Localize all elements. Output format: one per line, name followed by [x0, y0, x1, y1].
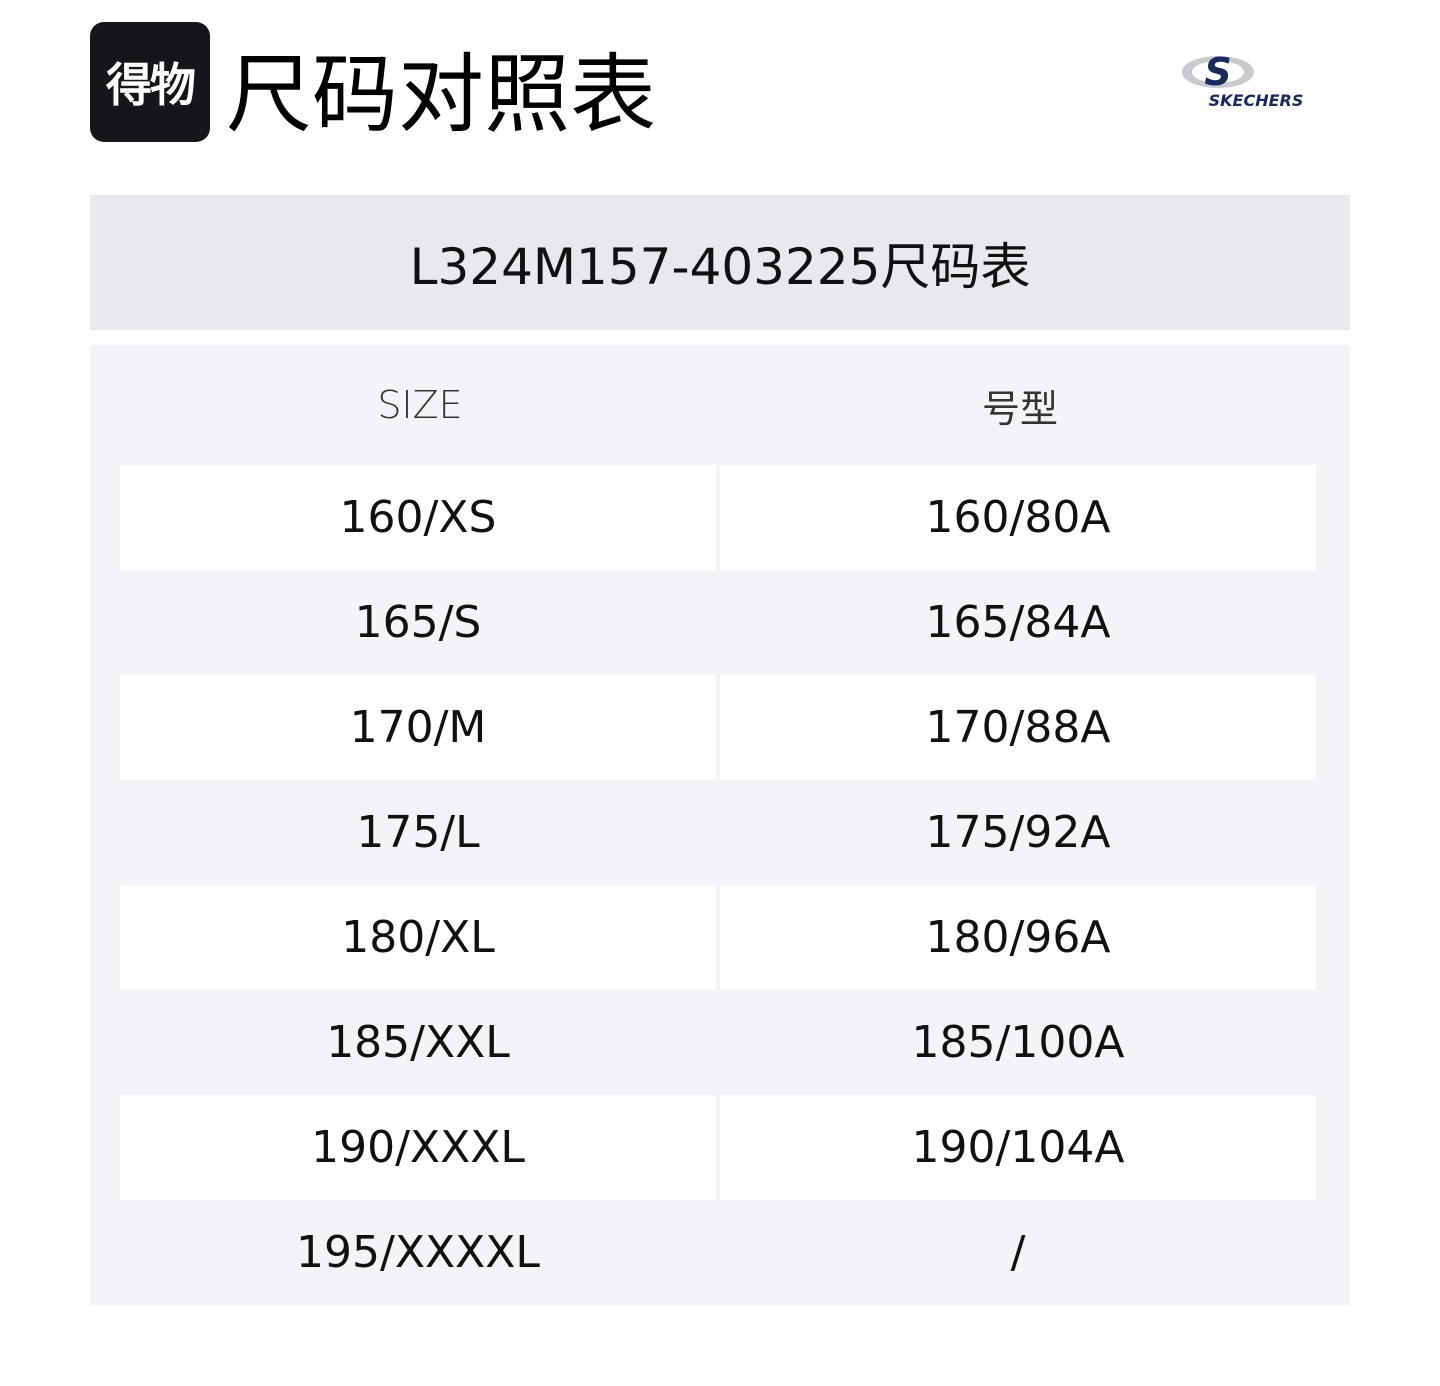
type-cell: 180/96A: [720, 885, 1316, 990]
table-row: 185/XXL 185/100A: [120, 990, 1317, 1095]
svg-text:S: S: [1204, 52, 1231, 94]
dewu-logo: 得物: [90, 22, 210, 142]
size-cell: 185/XXL: [326, 1017, 510, 1068]
header-type: 号型: [981, 386, 1058, 431]
table-row: 180/XL 180/96A: [120, 885, 1317, 990]
page-title: 尺码对照表: [226, 45, 656, 145]
size-cell: 170/M: [120, 675, 716, 780]
type-cell: 175/92A: [925, 807, 1111, 858]
table-row: 175/L 175/92A: [120, 780, 1317, 885]
size-cell: 165/S: [354, 597, 482, 648]
table-row: 160/XS 160/80A: [120, 465, 1317, 570]
size-cell: 180/XL: [120, 885, 716, 990]
size-cell: 160/XS: [120, 465, 716, 570]
type-cell: 160/80A: [720, 465, 1316, 570]
type-cell: /: [1010, 1227, 1026, 1278]
type-cell: 185/100A: [911, 1017, 1125, 1068]
type-cell: 165/84A: [925, 597, 1111, 648]
svg-text:SKECHERS: SKECHERS: [1209, 91, 1304, 110]
size-cell: 190/XXXL: [120, 1095, 716, 1200]
size-table: SIZE 号型 160/XS 160/80A 165/S 165/84A 170/M 17…: [90, 345, 1350, 1305]
table-row: 190/XXXL 190/104A: [120, 1095, 1317, 1200]
header-size: SIZE: [377, 383, 463, 427]
type-cell: 170/88A: [720, 675, 1316, 780]
table-row: 165/S 165/84A: [120, 570, 1317, 675]
size-cell: 175/L: [356, 807, 480, 858]
table-row: 195/XXXXL /: [120, 1200, 1317, 1305]
skechers-logo: S SKECHERS: [1180, 50, 1325, 112]
product-size-table-title: L324M157-403225尺码表: [90, 195, 1350, 330]
table-row: 170/M 170/88A: [120, 675, 1317, 780]
size-cell: 195/XXXXL: [296, 1227, 540, 1278]
type-cell: 190/104A: [720, 1095, 1316, 1200]
